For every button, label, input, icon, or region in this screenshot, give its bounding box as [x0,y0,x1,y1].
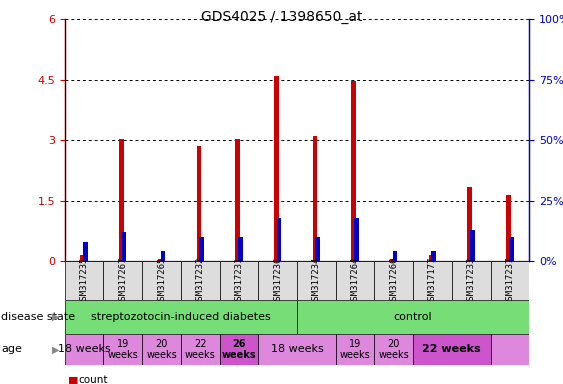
Bar [160,252,165,261]
Text: GSM317231: GSM317231 [234,256,243,305]
Text: ▶: ▶ [52,312,59,322]
Bar [196,146,201,261]
Bar [470,230,475,261]
Text: 20
weeks: 20 weeks [146,339,177,360]
FancyBboxPatch shape [65,334,104,365]
FancyBboxPatch shape [413,261,452,300]
FancyBboxPatch shape [374,334,413,365]
Text: 20
weeks: 20 weeks [378,339,409,360]
Text: 18 weeks: 18 weeks [271,344,323,354]
FancyBboxPatch shape [297,261,336,300]
Bar [509,237,513,261]
Text: 19
weeks: 19 weeks [108,339,138,360]
Text: GDS4025 / 1398650_at: GDS4025 / 1398650_at [201,10,362,23]
Text: GSM317236: GSM317236 [273,256,282,305]
Text: GSM317232: GSM317232 [196,256,205,305]
Text: control: control [394,312,432,322]
Text: disease state: disease state [1,312,75,322]
Text: count: count [79,375,108,384]
Text: 22 weeks: 22 weeks [422,344,481,354]
Text: GSM317264: GSM317264 [351,256,360,305]
Text: GSM317266: GSM317266 [389,256,398,305]
Bar [393,252,397,261]
Text: 26
weeks: 26 weeks [222,339,256,360]
FancyBboxPatch shape [374,261,413,300]
FancyBboxPatch shape [181,261,220,300]
Bar [274,76,279,261]
FancyBboxPatch shape [490,334,529,365]
FancyBboxPatch shape [297,300,529,334]
FancyBboxPatch shape [142,261,181,300]
FancyBboxPatch shape [142,334,181,365]
Text: 22
weeks: 22 weeks [185,339,216,360]
Text: GSM317235: GSM317235 [79,256,88,305]
Text: streptozotocin-induced diabetes: streptozotocin-induced diabetes [91,312,271,322]
FancyBboxPatch shape [413,334,490,365]
Bar [276,218,282,261]
Bar [354,218,359,261]
FancyBboxPatch shape [258,261,297,300]
Bar [83,242,88,261]
Text: GSM317237: GSM317237 [506,256,515,305]
FancyBboxPatch shape [104,334,142,365]
Bar [315,237,320,261]
Bar [235,139,240,261]
Text: GSM317233: GSM317233 [467,256,476,305]
FancyBboxPatch shape [220,261,258,300]
Text: GSM317177: GSM317177 [428,256,437,305]
FancyBboxPatch shape [490,261,529,300]
Text: GSM317265: GSM317265 [157,256,166,305]
Bar [119,139,124,261]
Text: 18 weeks: 18 weeks [58,344,110,354]
Bar [81,255,85,261]
Bar [429,255,434,261]
FancyBboxPatch shape [65,261,104,300]
FancyBboxPatch shape [181,334,220,365]
Text: ▶: ▶ [52,344,59,354]
Bar [467,187,472,261]
Text: ■: ■ [68,375,78,384]
Text: 19
weeks: 19 weeks [339,339,370,360]
Text: GSM317267: GSM317267 [118,256,127,305]
Bar [351,81,356,261]
FancyBboxPatch shape [336,334,374,365]
FancyBboxPatch shape [220,334,258,365]
FancyBboxPatch shape [65,300,297,334]
Bar [238,237,243,261]
FancyBboxPatch shape [104,261,142,300]
Text: age: age [1,344,22,354]
Bar [199,237,204,261]
FancyBboxPatch shape [258,334,336,365]
Bar [506,195,511,261]
Bar [390,259,395,261]
Bar [431,252,436,261]
Text: GSM317234: GSM317234 [312,256,321,305]
Bar [158,259,163,261]
Bar [312,136,318,261]
FancyBboxPatch shape [336,261,374,300]
FancyBboxPatch shape [452,261,490,300]
Bar [122,232,127,261]
